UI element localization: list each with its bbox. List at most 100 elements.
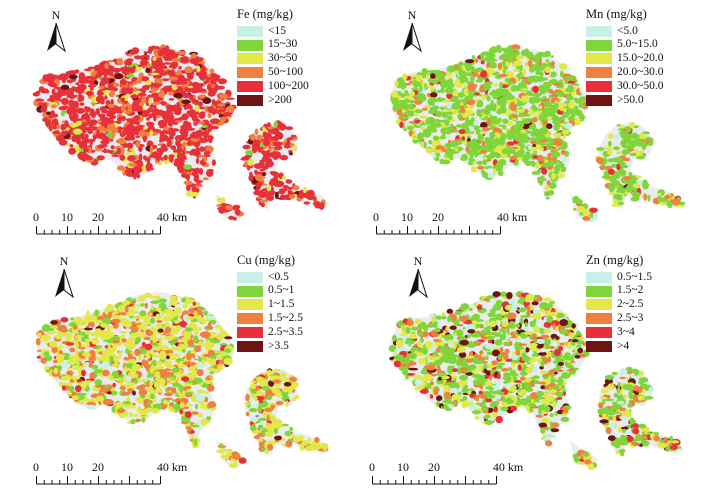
cell-class-2 xyxy=(115,377,124,382)
cell-class-1 xyxy=(560,70,564,78)
cell-class-4 xyxy=(83,148,89,153)
cell-class-1 xyxy=(258,417,268,421)
cell-class-1 xyxy=(418,136,422,144)
cell-class-2 xyxy=(533,312,542,320)
cell-class-1 xyxy=(608,185,615,193)
cell-class-3 xyxy=(637,386,643,393)
legend-title: Fe (mg/kg) xyxy=(237,7,293,21)
cell-class-1 xyxy=(529,96,538,104)
cell-class-1 xyxy=(435,119,445,123)
cell-class-4 xyxy=(188,109,196,116)
cell-class-1 xyxy=(125,74,135,78)
cell-class-2 xyxy=(552,401,557,408)
cell-class-1 xyxy=(553,168,561,172)
cell-class-4 xyxy=(75,107,86,114)
cell-class-1 xyxy=(427,98,433,106)
cell-class-1 xyxy=(494,154,502,159)
cell-class-2 xyxy=(425,84,433,88)
cell-class-3 xyxy=(107,103,115,108)
cell-class-3 xyxy=(254,128,259,136)
cell-class-4 xyxy=(182,77,188,85)
cell-class-1 xyxy=(515,85,522,90)
cell-class-5 xyxy=(93,80,99,85)
cell-class-0 xyxy=(446,102,452,110)
cell-class-4 xyxy=(90,111,96,119)
cell-class-4 xyxy=(146,121,155,128)
cell-class-2 xyxy=(148,97,152,106)
legend-item: >3.5 xyxy=(237,339,303,353)
cell-class-5 xyxy=(430,73,436,79)
cell-class-2 xyxy=(146,386,154,393)
cell-class-2 xyxy=(66,375,72,379)
cell-class-3 xyxy=(40,357,47,364)
cell-class-2 xyxy=(521,68,526,76)
cell-class-1 xyxy=(544,109,554,117)
cell-class-4 xyxy=(669,445,679,450)
cell-class-2 xyxy=(261,379,269,385)
cell-class-4 xyxy=(36,355,42,359)
legend-item: 2.5~3.5 xyxy=(237,326,303,340)
cell-class-2 xyxy=(187,368,193,371)
cell-class-4 xyxy=(225,97,235,100)
cell-class-2 xyxy=(216,449,226,454)
cell-class-4 xyxy=(124,135,133,141)
cell-class-2 xyxy=(100,322,108,328)
legend-item: 30.0~50.0 xyxy=(586,80,663,94)
cell-class-5 xyxy=(571,339,579,343)
cell-class-1 xyxy=(467,161,474,166)
cell-class-1 xyxy=(620,139,628,148)
scale-tick-label: 0 xyxy=(373,210,379,224)
cell-class-4 xyxy=(485,398,493,403)
cell-class-1 xyxy=(509,370,517,377)
cell-class-2 xyxy=(102,349,111,357)
cell-class-1 xyxy=(125,363,133,368)
cell-class-4 xyxy=(179,127,189,136)
cell-class-4 xyxy=(136,125,145,128)
cell-class-4 xyxy=(157,49,164,57)
cell-class-2 xyxy=(179,402,185,409)
cell-class-5 xyxy=(114,73,124,80)
cell-class-4 xyxy=(151,60,161,67)
legend-swatch xyxy=(237,39,263,51)
cell-class-1 xyxy=(403,128,407,132)
cell-class-4 xyxy=(216,109,226,113)
cell-class-4 xyxy=(199,137,203,142)
cell-class-1 xyxy=(149,394,155,400)
cell-class-4 xyxy=(285,141,289,148)
cell-class-1 xyxy=(416,93,426,99)
cell-class-2 xyxy=(140,379,148,382)
cell-class-3 xyxy=(526,305,531,312)
cell-class-4 xyxy=(162,78,168,82)
cell-class-4 xyxy=(78,73,86,80)
cell-class-2 xyxy=(103,90,111,94)
cell-class-4 xyxy=(145,102,150,106)
cell-class-1 xyxy=(146,374,154,378)
cell-class-2 xyxy=(194,310,198,317)
cell-class-2 xyxy=(615,151,622,155)
cell-class-1 xyxy=(284,430,292,436)
cell-class-4 xyxy=(290,134,297,138)
cell-class-1 xyxy=(464,95,473,101)
cell-class-2 xyxy=(144,292,152,298)
cell-class-3 xyxy=(128,83,133,89)
cell-class-0 xyxy=(529,114,536,118)
cell-class-2 xyxy=(504,111,511,116)
cell-class-4 xyxy=(49,94,58,100)
cell-class-1 xyxy=(493,303,502,311)
cell-class-4 xyxy=(100,116,110,123)
cell-class-4 xyxy=(517,364,522,371)
cell-class-1 xyxy=(482,171,488,179)
cell-class-5 xyxy=(224,336,233,340)
cell-class-1 xyxy=(405,374,409,380)
cell-class-2 xyxy=(205,391,209,395)
cell-class-3 xyxy=(619,376,627,380)
cell-class-3 xyxy=(550,94,559,97)
cell-class-2 xyxy=(604,146,613,151)
cell-class-2 xyxy=(439,341,445,346)
cell-class-2 xyxy=(487,69,496,74)
cell-class-3 xyxy=(460,107,466,114)
cell-class-1 xyxy=(543,101,553,107)
cell-class-2 xyxy=(568,101,576,109)
cell-class-2 xyxy=(170,346,178,351)
cell-class-1 xyxy=(469,75,475,82)
